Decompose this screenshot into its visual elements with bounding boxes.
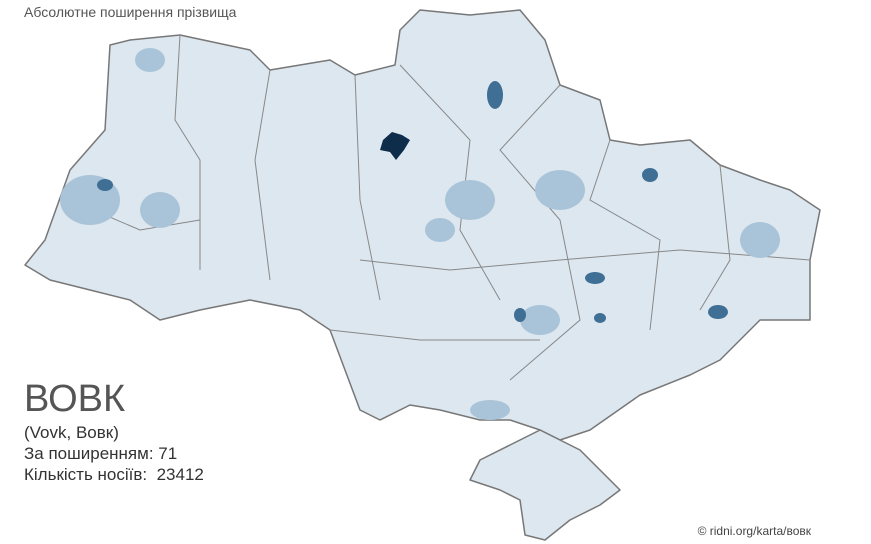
count-row: Кількість носіїв: 23412 (24, 465, 204, 485)
rank-row: За поширенням: 71 (24, 444, 177, 464)
count-label: Кількість носіїв: (24, 465, 148, 484)
variants: (Vovk, Вовк) (24, 423, 119, 442)
ukraine-mainland (24, 9, 821, 441)
count: 23412 (156, 465, 204, 484)
crimea (469, 429, 621, 541)
high-regions (97, 81, 728, 323)
surname: ВОВК (24, 378, 126, 420)
credit: © ridni.org/karta/вовк (697, 524, 811, 538)
rank: 71 (158, 444, 178, 463)
kyiv-region (380, 132, 410, 160)
title: Абсолютне поширення прізвища (24, 4, 237, 20)
medium-regions (60, 48, 780, 420)
oblast-borders (69, 34, 811, 381)
rank-label: За поширенням: (24, 444, 154, 463)
